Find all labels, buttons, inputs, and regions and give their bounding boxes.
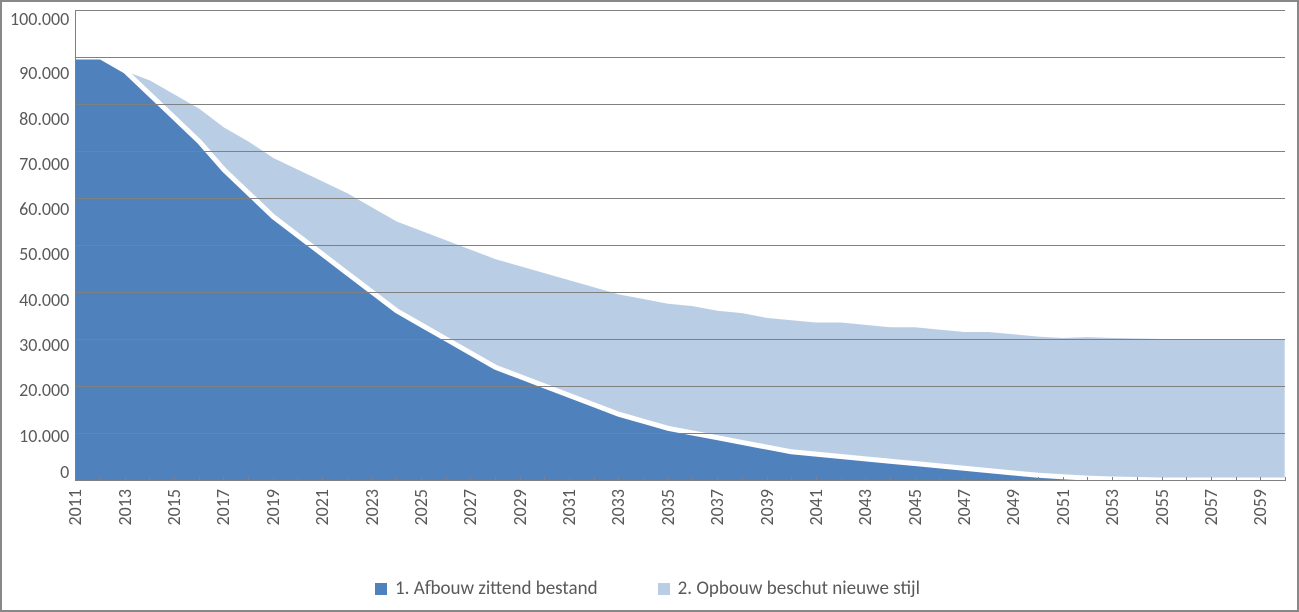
x-tick-label: 2059 <box>1249 489 1271 526</box>
x-tick-label: 2037 <box>706 489 728 526</box>
x-tick-label: 2025 <box>410 489 432 526</box>
y-tick-label: 30.000 <box>19 336 69 354</box>
x-tick-label: 2057 <box>1200 489 1222 526</box>
gridline <box>76 151 1285 152</box>
gridline <box>76 104 1285 105</box>
gridline <box>76 339 1285 340</box>
y-tick-label: 100.000 <box>10 10 69 28</box>
x-tick-label: 2053 <box>1101 489 1123 526</box>
y-tick-label: 50.000 <box>19 245 69 263</box>
y-tick-label: 40.000 <box>19 291 69 309</box>
x-tick-label: 2019 <box>262 489 284 526</box>
gridline <box>76 245 1285 246</box>
gridline <box>76 433 1285 434</box>
x-tick-label: 2013 <box>114 489 136 526</box>
legend-label: 1. Afbouw zittend bestand <box>395 577 598 600</box>
plot-row: 100.000 90.000 80.000 70.000 60.000 50.000 40.… <box>10 10 1285 481</box>
legend-swatch <box>375 583 387 595</box>
y-tick-label: 90.000 <box>19 64 69 82</box>
x-tick-label: 2033 <box>607 489 629 526</box>
x-axis: 2011201320152017201920212023202520272029… <box>75 481 1285 571</box>
x-tick-label: 2027 <box>459 489 481 526</box>
chart-container: 100.000 90.000 80.000 70.000 60.000 50.000 40.… <box>0 0 1299 612</box>
y-tick-label: 70.000 <box>19 155 69 173</box>
y-tick-label: 60.000 <box>19 200 69 218</box>
legend-item: 2. Opbouw beschut nieuwe stijl <box>658 577 920 600</box>
x-tick-label: 2047 <box>953 489 975 526</box>
legend-label: 2. Opbouw beschut nieuwe stijl <box>678 577 920 600</box>
legend-swatch <box>658 583 670 595</box>
x-tick-label: 2023 <box>361 489 383 526</box>
x-tick-label: 2041 <box>805 489 827 526</box>
y-axis: 100.000 90.000 80.000 70.000 60.000 50.000 40.… <box>10 10 75 481</box>
x-tick-label: 2055 <box>1151 489 1173 526</box>
x-tick-label: 2017 <box>212 489 234 526</box>
x-axis-row: 100.000 20112013201520172019202120232025… <box>10 481 1285 571</box>
y-tick-label: 80.000 <box>19 110 69 128</box>
x-tick-label: 2011 <box>64 489 86 526</box>
x-tick-label: 2043 <box>854 489 876 526</box>
gridline <box>76 10 1285 11</box>
y-tick-label: 10.000 <box>19 427 69 445</box>
legend: 1. Afbouw zittend bestand 2. Opbouw besch… <box>10 571 1285 602</box>
gridline <box>76 386 1285 387</box>
gridline <box>76 292 1285 293</box>
y-tick-label: 0 <box>60 463 69 481</box>
x-tick-label: 2031 <box>558 489 580 526</box>
y-tick-label: 20.000 <box>19 381 69 399</box>
gridline <box>76 198 1285 199</box>
x-tick-label: 2035 <box>657 489 679 526</box>
gridline <box>76 57 1285 58</box>
x-tick-label: 2051 <box>1052 489 1074 526</box>
x-tick-label: 2029 <box>509 489 531 526</box>
x-tick-label: 2021 <box>311 489 333 526</box>
x-tick-label: 2045 <box>904 489 926 526</box>
x-tick-label: 2039 <box>756 489 778 526</box>
legend-item: 1. Afbouw zittend bestand <box>375 577 598 600</box>
x-tick-label: 2049 <box>1002 489 1024 526</box>
x-tick-label: 2015 <box>163 489 185 526</box>
plot-area <box>75 10 1285 481</box>
